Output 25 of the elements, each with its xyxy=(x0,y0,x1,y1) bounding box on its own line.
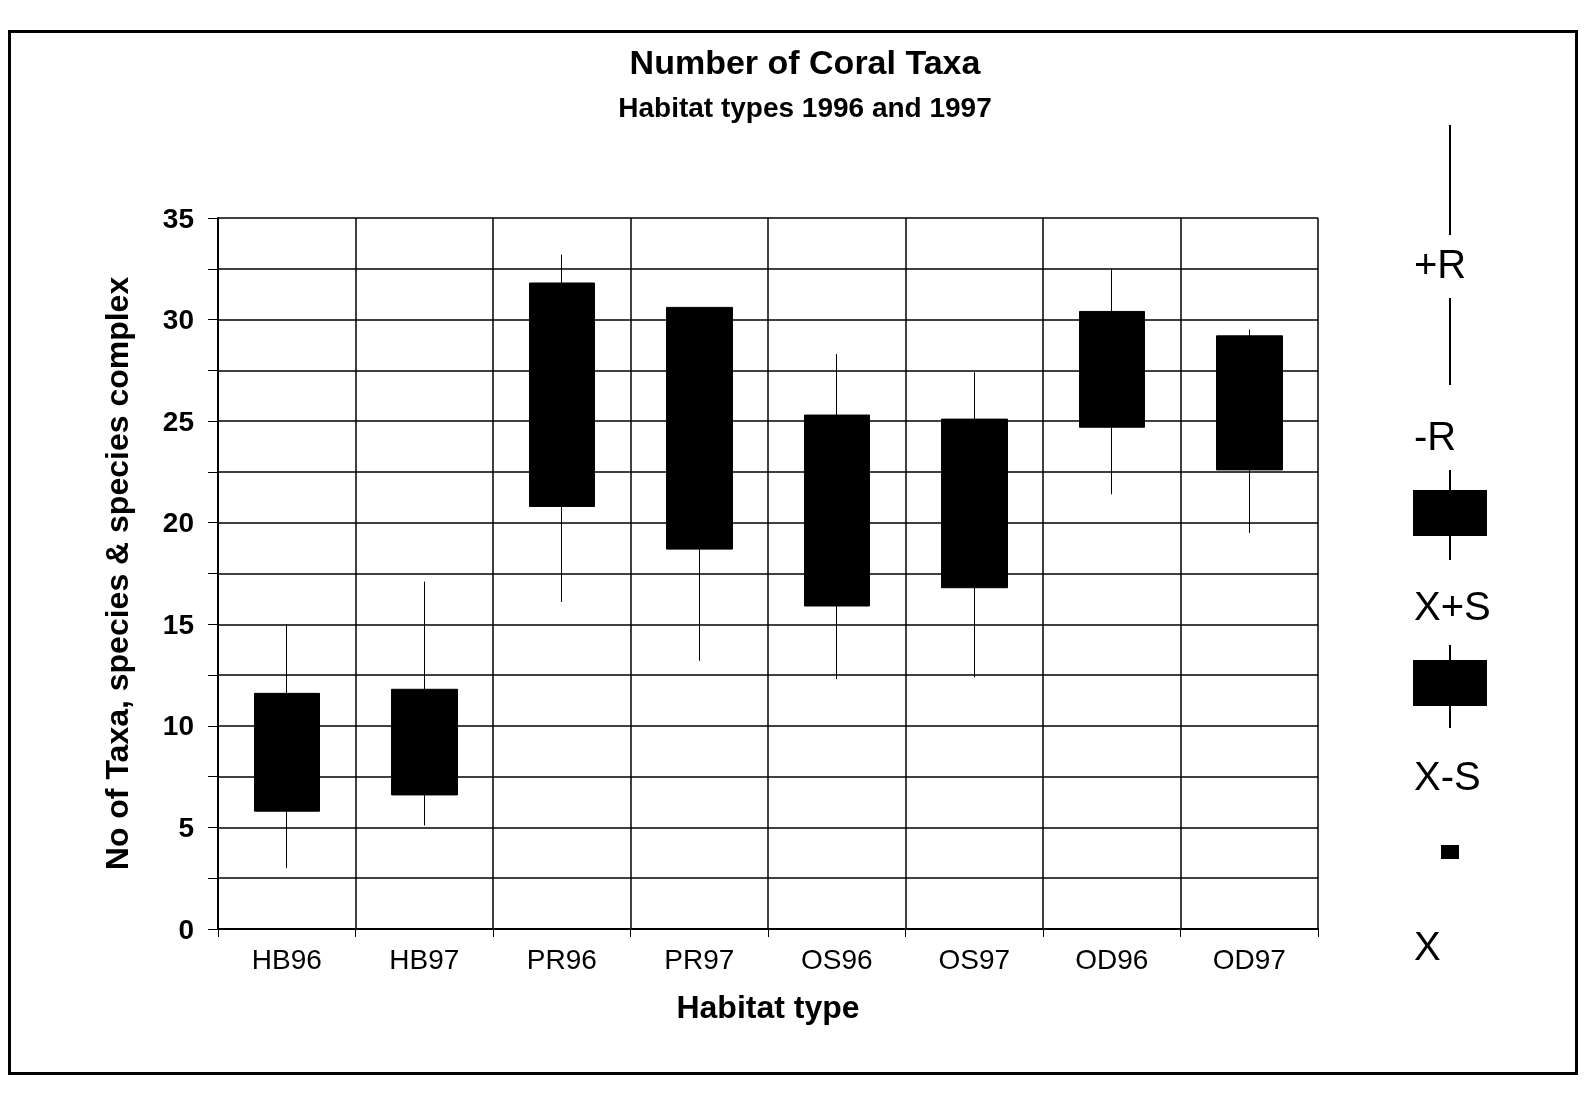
x-tick-label: OD96 xyxy=(1075,943,1149,975)
chart-subtitle: Habitat types 1996 and 1997 xyxy=(618,91,992,123)
chart-title: Number of Coral Taxa xyxy=(629,43,982,81)
x-tick-label: OS96 xyxy=(800,943,873,975)
y-axis-title: No of Taxa, species & species complex xyxy=(99,276,135,871)
x-tick-label: PR97 xyxy=(664,943,735,975)
text: X+S xyxy=(1414,584,1491,628)
y-tick-label: 20 xyxy=(162,507,194,539)
x-tick-label: OD97 xyxy=(1212,943,1286,975)
y-tick-label: 35 xyxy=(162,202,194,234)
text: X-S xyxy=(1414,754,1481,798)
y-tick-label: 0 xyxy=(178,913,194,945)
text: X xyxy=(1414,924,1441,968)
x-tick-label: HB96 xyxy=(251,943,322,975)
x-tick-label: OS97 xyxy=(938,943,1011,975)
y-tick-label: 10 xyxy=(162,710,194,742)
y-tick-label: 15 xyxy=(162,608,194,640)
x-tick-label: HB97 xyxy=(389,943,460,975)
x-tick-label: PR96 xyxy=(526,943,597,975)
y-tick-label: 30 xyxy=(162,304,194,336)
y-tick-label: 5 xyxy=(178,811,194,843)
text: -R xyxy=(1414,414,1457,458)
text: +R xyxy=(1414,242,1467,286)
y-tick-label: 25 xyxy=(162,405,194,437)
x-axis-title: Habitat type xyxy=(676,989,860,1025)
